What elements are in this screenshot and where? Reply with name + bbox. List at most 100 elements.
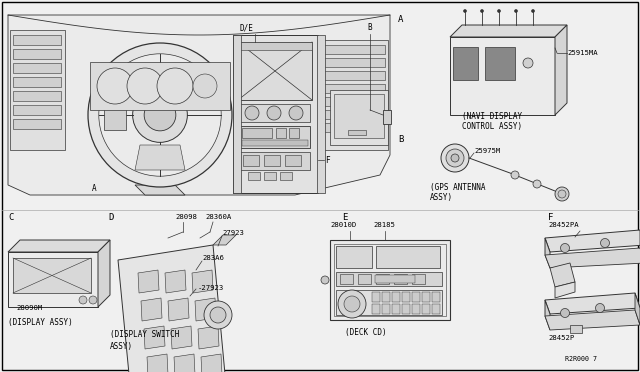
Polygon shape bbox=[174, 354, 195, 372]
Bar bbox=[13, 77, 61, 87]
Circle shape bbox=[193, 74, 217, 98]
Bar bbox=[10, 30, 65, 150]
Text: R2R000 7: R2R000 7 bbox=[565, 356, 597, 362]
Bar bbox=[233, 35, 318, 193]
Circle shape bbox=[127, 68, 163, 104]
Bar bbox=[392, 292, 400, 302]
Bar bbox=[422, 304, 430, 314]
Polygon shape bbox=[485, 47, 515, 80]
Circle shape bbox=[497, 10, 500, 13]
Circle shape bbox=[321, 276, 329, 284]
Text: C: C bbox=[8, 213, 13, 222]
Circle shape bbox=[523, 58, 533, 68]
Text: 283A6: 283A6 bbox=[202, 255, 224, 261]
Polygon shape bbox=[545, 310, 640, 330]
Circle shape bbox=[595, 304, 605, 312]
Text: D: D bbox=[108, 213, 113, 222]
Bar bbox=[323, 84, 385, 93]
Circle shape bbox=[515, 10, 518, 13]
Bar bbox=[382, 304, 390, 314]
Polygon shape bbox=[545, 293, 640, 314]
Circle shape bbox=[558, 190, 566, 198]
Text: ASSY): ASSY) bbox=[430, 193, 453, 202]
Bar bbox=[336, 272, 442, 286]
Circle shape bbox=[451, 154, 459, 162]
Polygon shape bbox=[555, 282, 575, 298]
Polygon shape bbox=[550, 263, 575, 287]
Bar bbox=[285, 155, 301, 166]
Circle shape bbox=[481, 10, 483, 13]
Text: -27923: -27923 bbox=[198, 285, 224, 291]
Bar bbox=[375, 275, 415, 283]
Circle shape bbox=[289, 106, 303, 120]
Bar bbox=[323, 71, 385, 80]
Polygon shape bbox=[545, 248, 640, 268]
Bar bbox=[383, 110, 391, 124]
Text: F: F bbox=[548, 213, 554, 222]
Bar bbox=[372, 292, 380, 302]
Circle shape bbox=[531, 10, 534, 13]
Bar bbox=[348, 130, 366, 135]
Text: E: E bbox=[342, 213, 348, 222]
Bar bbox=[412, 292, 420, 302]
Text: (GPS ANTENNA: (GPS ANTENNA bbox=[430, 183, 486, 192]
Polygon shape bbox=[8, 15, 390, 195]
Bar bbox=[104, 100, 126, 130]
Text: 25915MA: 25915MA bbox=[567, 50, 598, 56]
Bar bbox=[402, 292, 410, 302]
Bar bbox=[402, 304, 410, 314]
Text: D/E: D/E bbox=[239, 23, 253, 32]
Bar bbox=[240, 152, 310, 170]
Circle shape bbox=[561, 244, 570, 253]
Polygon shape bbox=[165, 270, 186, 293]
Bar bbox=[323, 45, 385, 54]
Bar bbox=[394, 274, 407, 284]
Bar bbox=[240, 126, 310, 148]
Circle shape bbox=[446, 149, 464, 167]
Bar bbox=[320, 40, 388, 150]
Bar bbox=[238, 42, 312, 100]
Bar bbox=[13, 105, 61, 115]
Bar bbox=[13, 49, 61, 59]
Polygon shape bbox=[545, 230, 640, 252]
Circle shape bbox=[338, 290, 366, 318]
Circle shape bbox=[561, 308, 570, 317]
Polygon shape bbox=[545, 300, 550, 330]
Bar bbox=[13, 35, 61, 45]
Text: 28452PA: 28452PA bbox=[548, 222, 579, 228]
Polygon shape bbox=[141, 298, 162, 321]
Text: 28090M: 28090M bbox=[17, 305, 43, 311]
Circle shape bbox=[99, 54, 221, 176]
Bar bbox=[376, 246, 440, 268]
Polygon shape bbox=[147, 354, 168, 372]
Bar bbox=[334, 244, 446, 316]
Polygon shape bbox=[450, 37, 555, 115]
Polygon shape bbox=[213, 235, 236, 245]
Text: 28010D: 28010D bbox=[330, 222, 356, 228]
Bar bbox=[432, 292, 440, 302]
Text: (DECK CD): (DECK CD) bbox=[345, 328, 387, 337]
Bar bbox=[382, 292, 390, 302]
Bar bbox=[280, 172, 292, 180]
Bar bbox=[336, 290, 442, 315]
Circle shape bbox=[210, 307, 226, 323]
Circle shape bbox=[79, 296, 87, 304]
Text: ASSY): ASSY) bbox=[110, 342, 133, 351]
Polygon shape bbox=[545, 238, 550, 268]
Bar bbox=[330, 90, 388, 145]
Bar bbox=[323, 58, 385, 67]
Bar bbox=[276, 128, 286, 138]
Bar bbox=[412, 304, 420, 314]
Bar bbox=[323, 110, 385, 119]
Circle shape bbox=[267, 106, 281, 120]
Polygon shape bbox=[168, 298, 189, 321]
Bar bbox=[336, 246, 372, 268]
Text: 28185: 28185 bbox=[373, 222, 395, 228]
Bar bbox=[243, 155, 259, 166]
Text: (DISPLAY ASSY): (DISPLAY ASSY) bbox=[8, 318, 73, 327]
Circle shape bbox=[441, 144, 469, 172]
Bar bbox=[570, 325, 582, 333]
Text: A: A bbox=[92, 183, 97, 192]
Bar bbox=[248, 172, 260, 180]
Bar bbox=[323, 123, 385, 132]
